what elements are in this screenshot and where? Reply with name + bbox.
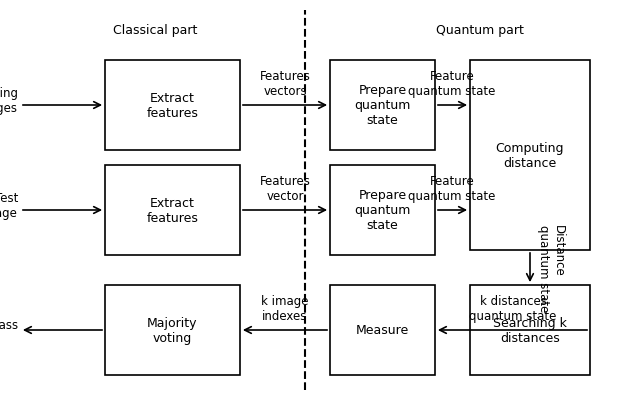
Text: Majority
voting: Majority voting xyxy=(147,316,198,344)
Text: Prepare
quantum
state: Prepare quantum state xyxy=(355,189,411,232)
Text: Features
vector: Features vector xyxy=(260,175,310,202)
Text: k distances
quantum state: k distances quantum state xyxy=(469,294,557,322)
Text: Extract
features: Extract features xyxy=(147,196,198,224)
Text: Feature
quantum state: Feature quantum state xyxy=(408,175,496,202)
Text: Class: Class xyxy=(0,319,18,332)
Text: Features
vectors: Features vectors xyxy=(260,70,310,98)
Text: Quantum part: Quantum part xyxy=(436,24,524,37)
Text: Measure: Measure xyxy=(356,324,409,337)
Bar xyxy=(330,166,435,256)
Bar xyxy=(330,285,435,375)
Text: Extract
features: Extract features xyxy=(147,92,198,120)
Bar xyxy=(105,285,240,375)
Text: Training
images: Training images xyxy=(0,87,18,115)
Text: Classical part: Classical part xyxy=(113,24,197,37)
Text: Test
image: Test image xyxy=(0,192,18,220)
Text: Computing
distance: Computing distance xyxy=(496,142,564,170)
Bar xyxy=(105,166,240,256)
Text: Searching k
distances: Searching k distances xyxy=(493,316,567,344)
Bar xyxy=(470,61,590,250)
Text: Prepare
quantum
state: Prepare quantum state xyxy=(355,84,411,127)
Bar xyxy=(330,61,435,151)
Text: Feature
quantum state: Feature quantum state xyxy=(408,70,496,98)
Text: k image
indexes: k image indexes xyxy=(261,294,308,322)
Bar xyxy=(105,61,240,151)
Bar xyxy=(470,285,590,375)
Text: Distance
quantum state: Distance quantum state xyxy=(537,225,565,312)
